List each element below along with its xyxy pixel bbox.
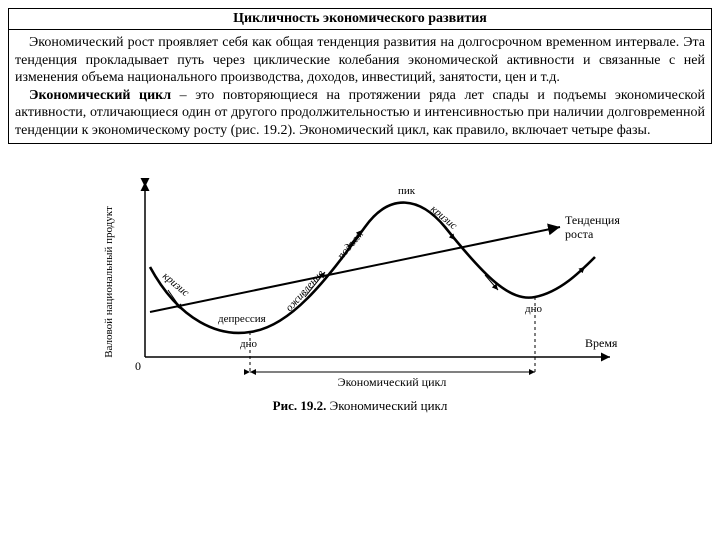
label-ozhivlenie: оживление — [283, 268, 326, 314]
economic-cycle-chart: Валовой национальный продукт 0 Время Тен… — [90, 172, 630, 392]
label-dno1: дно — [240, 338, 257, 350]
content-box: Цикличность экономического развития Экон… — [8, 8, 712, 144]
paragraph-1: Экономический рост проявляет себя как об… — [15, 35, 705, 85]
label-depressiya: депрессия — [218, 313, 266, 325]
label-krizis1: кризис — [160, 270, 191, 299]
trend-label-2: роста — [565, 227, 594, 241]
chart-area: Валовой национальный продукт 0 Время Тен… — [8, 172, 712, 414]
label-podyem: подъем — [335, 228, 366, 261]
title: Цикличность экономического развития — [9, 9, 711, 30]
body-text: Экономический рост проявляет себя как об… — [9, 30, 711, 143]
figure-caption: Рис. 19.2. Экономический цикл — [8, 398, 712, 414]
caption-bold: Рис. 19.2. — [273, 398, 327, 413]
y-axis-label: Валовой национальный продукт — [103, 206, 115, 358]
caption-rest: Экономический цикл — [326, 398, 447, 413]
trend-label: Тенденция — [565, 213, 620, 227]
origin-label: 0 — [135, 359, 141, 373]
x-axis-label: Время — [585, 336, 618, 350]
term-bold: Экономический цикл — [29, 88, 171, 103]
label-pik: пик — [398, 185, 416, 197]
cycle-axis-label: Экономический цикл — [338, 375, 447, 389]
label-dno2: дно — [525, 303, 542, 315]
label-krizis2: кризис — [428, 203, 459, 232]
